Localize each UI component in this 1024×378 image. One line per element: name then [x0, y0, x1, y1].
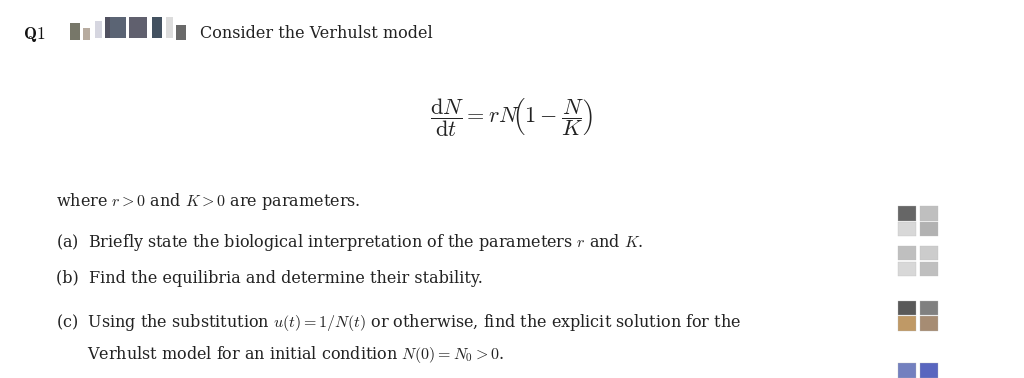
FancyBboxPatch shape — [898, 363, 916, 378]
FancyBboxPatch shape — [105, 17, 126, 38]
Text: (c)  Using the substitution $u(t) = 1/N(t)$ or otherwise, find the explicit solu: (c) Using the substitution $u(t) = 1/N(t… — [56, 312, 741, 333]
FancyBboxPatch shape — [920, 262, 938, 276]
FancyBboxPatch shape — [920, 222, 938, 236]
FancyBboxPatch shape — [152, 17, 162, 38]
FancyBboxPatch shape — [129, 17, 147, 38]
Text: Verhulst model for an initial condition $N(0) = N_0 > 0$.: Verhulst model for an initial condition … — [87, 344, 504, 365]
FancyBboxPatch shape — [898, 262, 916, 276]
FancyBboxPatch shape — [920, 316, 938, 331]
Text: where $r > 0$ and $K > 0$ are parameters.: where $r > 0$ and $K > 0$ are parameters… — [56, 191, 360, 212]
FancyBboxPatch shape — [176, 25, 186, 40]
FancyBboxPatch shape — [110, 17, 126, 38]
FancyBboxPatch shape — [70, 23, 80, 40]
FancyBboxPatch shape — [920, 246, 938, 260]
FancyBboxPatch shape — [898, 246, 916, 260]
FancyBboxPatch shape — [83, 28, 90, 40]
FancyBboxPatch shape — [898, 316, 916, 331]
FancyBboxPatch shape — [898, 222, 916, 236]
FancyBboxPatch shape — [898, 206, 916, 221]
FancyBboxPatch shape — [920, 301, 938, 315]
Text: (b)  Find the equilibria and determine their stability.: (b) Find the equilibria and determine th… — [56, 270, 483, 287]
FancyBboxPatch shape — [920, 363, 938, 378]
FancyBboxPatch shape — [920, 206, 938, 221]
Text: (a)  Briefly state the biological interpretation of the parameters $r$ and $K$.: (a) Briefly state the biological interpr… — [56, 232, 644, 254]
FancyBboxPatch shape — [95, 21, 102, 38]
FancyBboxPatch shape — [898, 301, 916, 315]
Text: $\mathbf{Q1}$: $\mathbf{Q1}$ — [23, 25, 45, 43]
FancyBboxPatch shape — [166, 17, 173, 38]
Text: Consider the Verhulst model: Consider the Verhulst model — [200, 25, 432, 42]
Text: $\dfrac{\mathrm{d}N}{\mathrm{d}t} = rN\!\left(1 - \dfrac{N}{K}\right)$: $\dfrac{\mathrm{d}N}{\mathrm{d}t} = rN\!… — [430, 96, 594, 139]
